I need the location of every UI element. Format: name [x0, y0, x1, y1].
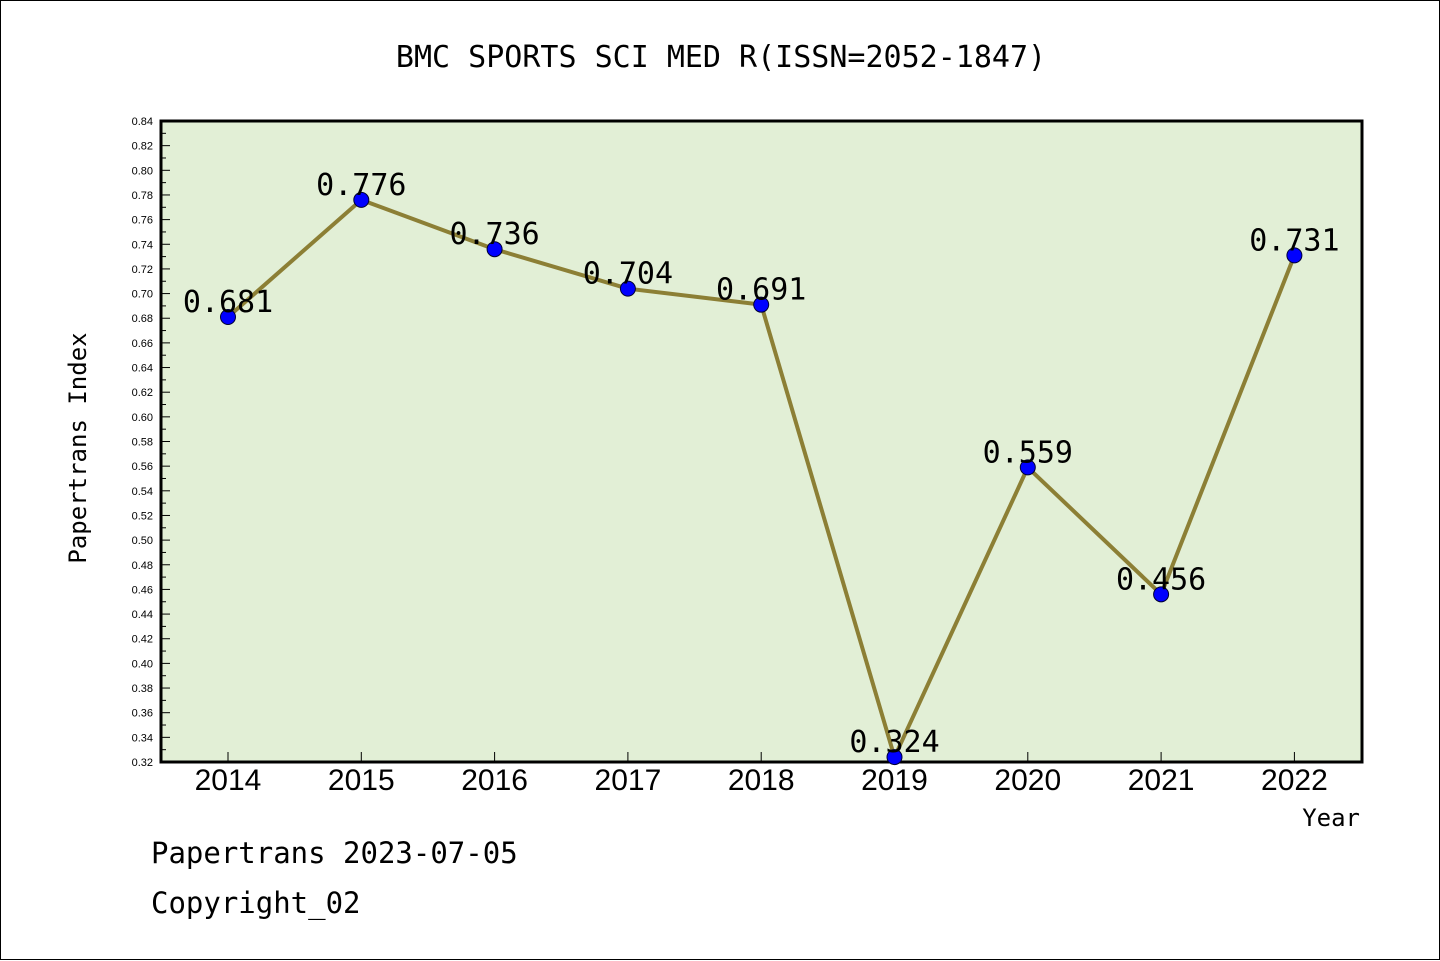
data-point — [886, 749, 903, 766]
y-tick-label: 0.82 — [132, 141, 153, 153]
data-label: 0.731 — [1249, 223, 1339, 258]
y-tick-label: 0.64 — [132, 363, 153, 375]
data-label: 0.559 — [983, 435, 1073, 470]
data-label: 0.704 — [583, 257, 673, 292]
y-tick-label: 0.66 — [132, 338, 153, 350]
y-tick-label: 0.48 — [132, 560, 153, 572]
x-axis-label: Year — [1302, 804, 1360, 832]
y-axis-label: Papertrans Index — [64, 332, 92, 563]
x-tick-label: 2020 — [994, 764, 1061, 797]
x-tick-label: 2017 — [595, 764, 662, 797]
x-tick-label: 2022 — [1261, 764, 1328, 797]
x-tick-label: 2014 — [195, 764, 262, 797]
y-axis: 0.32 0.34 0.36 0.38 0.40 0.42 0.44 0.46 0.48 0.50… — [132, 116, 170, 769]
y-tick-label: 0.38 — [132, 683, 153, 695]
x-axis: 2014 2015 2016 2017 2018 2019 2020 2021 2022 — [195, 752, 1328, 797]
footer-copyright: Copyright_02 — [151, 886, 361, 920]
y-tick-label: 0.50 — [132, 535, 153, 547]
data-point — [486, 241, 503, 258]
x-tick-label: 2018 — [728, 764, 795, 797]
data-point — [353, 191, 370, 208]
y-tick-label: 0.74 — [132, 239, 153, 251]
y-tick-label: 0.54 — [132, 486, 153, 498]
x-tick-label: 2021 — [1128, 764, 1195, 797]
y-tick-label: 0.34 — [132, 732, 153, 744]
data-point — [1153, 586, 1170, 603]
y-tick-label: 0.70 — [132, 289, 153, 301]
data-point — [753, 296, 770, 313]
y-tick-label: 0.60 — [132, 412, 153, 424]
chart-title: BMC SPORTS SCI MED R(ISSN=2052-1847) — [396, 40, 1046, 75]
y-tick-label: 0.78 — [132, 190, 153, 202]
y-tick-label: 0.84 — [132, 116, 153, 128]
y-tick-label: 0.56 — [132, 461, 153, 473]
data-point — [619, 280, 636, 297]
data-point — [220, 308, 236, 325]
footer-date: Papertrans 2023-07-05 — [151, 836, 518, 870]
y-tick-label: 0.40 — [132, 658, 153, 670]
data-label: 0.681 — [183, 285, 273, 320]
data-labels: 0.681 0.776 0.736 0.704 0.691 0.324 0.559 0.456… — [183, 168, 1340, 760]
series-line-group — [220, 191, 1303, 766]
plot-area — [159, 119, 1364, 764]
y-tick-label: 0.32 — [132, 757, 153, 769]
data-label: 0.691 — [716, 273, 806, 308]
data-label: 0.776 — [316, 168, 406, 203]
y-tick-label: 0.72 — [132, 264, 153, 276]
data-label: 0.456 — [1116, 562, 1206, 597]
x-tick-label: 2015 — [328, 764, 395, 797]
y-tick-label: 0.44 — [132, 609, 153, 621]
x-tick-label: 2016 — [461, 764, 528, 797]
data-point — [1019, 459, 1036, 476]
y-tick-label: 0.76 — [132, 215, 153, 227]
x-tick-label: 2019 — [861, 764, 928, 797]
y-tick-label: 0.62 — [132, 387, 153, 399]
data-point — [1286, 247, 1303, 264]
y-tick-label: 0.80 — [132, 165, 153, 177]
data-label: 0.324 — [849, 725, 939, 760]
y-tick-label: 0.52 — [132, 510, 153, 522]
y-tick-label: 0.46 — [132, 584, 153, 596]
data-label: 0.736 — [449, 217, 539, 252]
y-tick-label: 0.58 — [132, 437, 153, 449]
y-tick-label: 0.36 — [132, 708, 153, 720]
y-tick-label: 0.42 — [132, 634, 153, 646]
y-tick-label: 0.68 — [132, 313, 153, 325]
